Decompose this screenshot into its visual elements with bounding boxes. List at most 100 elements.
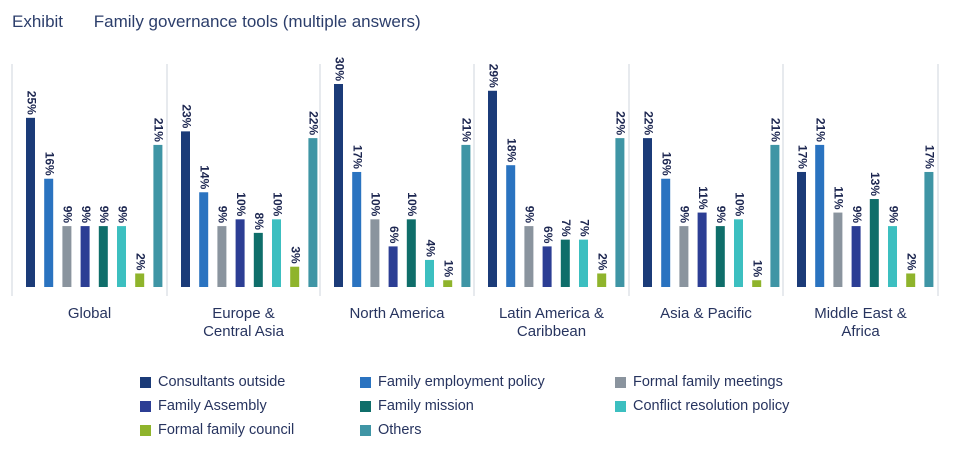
bar-0-1: [44, 178, 54, 287]
bar-value-label: 16%: [660, 152, 674, 176]
legend-swatch: [615, 376, 626, 388]
bar-value-label: 10%: [270, 192, 284, 216]
legend-item: Formal family council: [140, 422, 294, 438]
bar-value-label: 9%: [61, 206, 75, 224]
legend-swatch: [360, 400, 371, 412]
bar-value-label: 9%: [714, 206, 728, 224]
bar-value-label: 2%: [905, 253, 919, 271]
bar-0-6: [135, 273, 145, 287]
bar-value-label: 22%: [307, 111, 321, 135]
legend-label: Family Assembly: [158, 398, 267, 414]
bar-value-label: 25%: [24, 91, 38, 115]
bar-value-label: 22%: [641, 111, 655, 135]
category-label: North America: [349, 305, 445, 322]
category-label: Global: [68, 305, 111, 322]
bar-value-label: 8%: [252, 213, 266, 231]
bar-value-label: 3%: [289, 246, 303, 264]
bar-2-6: [443, 280, 453, 287]
bar-value-label: 13%: [868, 172, 882, 196]
bar-value-label: 1%: [442, 260, 456, 278]
bar-value-label: 9%: [97, 206, 111, 224]
legend-item: Family Assembly: [140, 398, 267, 414]
bar-4-2: [679, 226, 689, 287]
bar-value-label: 1%: [751, 260, 765, 278]
bar-value-label: 9%: [115, 206, 129, 224]
legend-swatch: [615, 400, 626, 412]
bar-0-0: [26, 117, 35, 287]
bar-value-label: 23%: [179, 104, 193, 128]
bar-value-label: 2%: [596, 253, 610, 271]
bar-4-5: [734, 219, 743, 287]
bar-value-label: 6%: [387, 226, 401, 244]
bar-1-3: [235, 219, 245, 287]
bar-1-0: [181, 131, 190, 287]
bar-value-label: 4%: [423, 240, 437, 258]
bar-0-2: [62, 226, 72, 287]
bar-value-label: 21%: [814, 118, 828, 142]
bar-value-label: 22%: [614, 111, 628, 135]
bar-1-4: [253, 232, 263, 287]
bar-4-0: [643, 138, 652, 287]
legend-swatch: [140, 400, 151, 412]
bar-0-3: [80, 226, 90, 287]
bar-2-2: [370, 219, 380, 287]
bar-value-label: 9%: [523, 206, 537, 224]
bar-0-4: [98, 226, 108, 287]
category-label: Europe &: [212, 305, 275, 322]
bar-value-label: 7%: [559, 219, 573, 237]
bar-value-label: 9%: [216, 206, 230, 224]
bar-value-label: 10%: [369, 192, 383, 216]
bar-3-6: [597, 273, 607, 287]
bar-3-2: [524, 226, 534, 287]
bar-5-2: [833, 212, 843, 287]
bar-2-5: [425, 259, 434, 287]
bar-4-7: [770, 144, 780, 287]
chart-header: Exhibit Family governance tools (multipl…: [12, 12, 421, 32]
bar-value-label: 9%: [678, 206, 692, 224]
bar-2-4: [406, 219, 416, 287]
bar-2-7: [461, 144, 471, 287]
bar-1-6: [290, 266, 300, 287]
bar-1-7: [308, 138, 318, 287]
bar-value-label: 10%: [732, 192, 746, 216]
legend-label: Family employment policy: [378, 374, 545, 390]
legend-swatch: [360, 376, 371, 388]
legend-item: Others: [360, 422, 422, 438]
bar-value-label: 17%: [351, 145, 365, 169]
bar-value-label: 14%: [198, 165, 212, 189]
bar-0-5: [117, 226, 126, 287]
bar-value-label: 9%: [886, 206, 900, 224]
bar-3-0: [488, 90, 497, 288]
bar-2-3: [388, 246, 398, 287]
bar-3-7: [615, 138, 625, 287]
legend-swatch: [140, 376, 151, 388]
bar-value-label: 21%: [460, 118, 474, 142]
bar-value-label: 30%: [332, 57, 346, 81]
legend-item: Family employment policy: [360, 374, 545, 390]
bar-3-1: [506, 165, 516, 287]
bar-2-0: [334, 84, 343, 287]
bar-value-label: 11%: [832, 186, 846, 210]
bar-value-label: 21%: [152, 118, 166, 142]
bar-value-label: 7%: [577, 219, 591, 237]
bar-0-7: [153, 144, 163, 287]
bar-value-label: 17%: [923, 145, 937, 169]
bar-value-label: 9%: [79, 206, 93, 224]
legend-item: Consultants outside: [140, 374, 285, 390]
exhibit-label: Exhibit: [12, 12, 64, 31]
category-label: Middle East &: [814, 305, 907, 322]
bar-value-label: 9%: [850, 206, 864, 224]
legend-label: Family mission: [378, 398, 474, 414]
bar-5-0: [797, 171, 806, 287]
bar-1-2: [217, 226, 227, 287]
legend-label: Others: [378, 422, 422, 438]
bar-value-label: 16%: [43, 152, 57, 176]
legend-item: Conflict resolution policy: [615, 398, 789, 414]
chart-title: Family governance tools (multiple answer…: [93, 12, 421, 31]
bar-5-1: [815, 144, 825, 287]
category-label: Latin America &: [499, 305, 604, 322]
bar-4-3: [697, 212, 707, 287]
bar-5-5: [888, 226, 897, 287]
category-label: Asia & Pacific: [660, 305, 752, 322]
